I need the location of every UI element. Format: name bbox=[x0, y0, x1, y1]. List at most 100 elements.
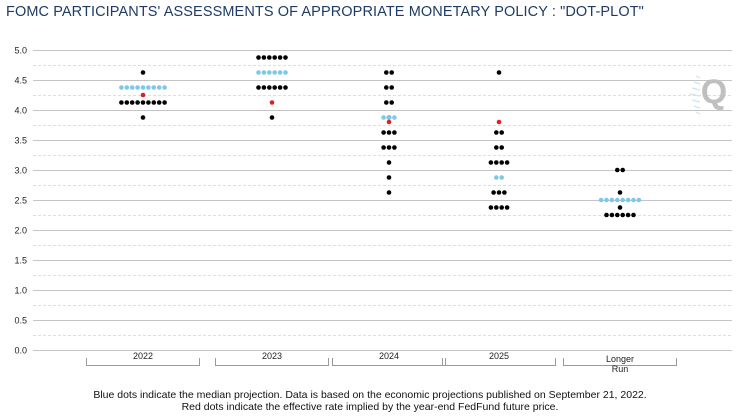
participant-dot bbox=[494, 205, 499, 210]
x-tick-label: 2023 bbox=[262, 351, 282, 361]
participant-dot bbox=[494, 160, 499, 165]
participant-dot bbox=[494, 130, 499, 135]
median-dot bbox=[156, 85, 162, 90]
participant-dot bbox=[392, 145, 397, 150]
participant-dot bbox=[283, 55, 288, 60]
participant-dot bbox=[381, 145, 386, 150]
x-category-bracket bbox=[563, 358, 677, 366]
median-dot bbox=[135, 85, 140, 90]
futures-rate-dot bbox=[386, 119, 392, 125]
y-tick-label: 4.0 bbox=[14, 106, 27, 116]
futures-rate-dot bbox=[269, 100, 275, 105]
participant-dot bbox=[384, 85, 389, 90]
participant-dot bbox=[156, 100, 162, 105]
participant-dot bbox=[151, 100, 157, 105]
logo-ray bbox=[693, 105, 701, 109]
futures-rate-dot bbox=[140, 92, 146, 98]
y-tick-label: 2.5 bbox=[14, 196, 27, 206]
participant-dot bbox=[615, 212, 620, 218]
median-dot bbox=[636, 197, 642, 203]
median-dot bbox=[499, 175, 505, 180]
futures-rate-dot bbox=[496, 119, 502, 125]
median-dot bbox=[140, 85, 146, 90]
median-dot bbox=[604, 197, 609, 203]
x-category-bracket bbox=[332, 358, 446, 366]
participant-dot bbox=[488, 205, 494, 210]
participant-dot bbox=[272, 85, 278, 90]
dots bbox=[119, 55, 642, 218]
median-dot bbox=[620, 197, 625, 203]
logo-ray bbox=[695, 111, 701, 115]
logo-letter: Q bbox=[701, 73, 727, 111]
participant-dot bbox=[140, 70, 146, 75]
participant-dot bbox=[119, 100, 124, 105]
y-tick-label: 2.0 bbox=[14, 226, 27, 236]
participant-dot bbox=[267, 85, 272, 90]
participant-dot bbox=[609, 212, 615, 218]
participant-dot bbox=[261, 55, 267, 60]
x-category-bracket bbox=[215, 358, 329, 366]
median-dot bbox=[146, 85, 151, 90]
participant-dot bbox=[389, 85, 395, 90]
median-dot bbox=[598, 197, 604, 203]
participant-dot bbox=[615, 167, 620, 173]
participant-dot bbox=[384, 70, 389, 75]
participant-dot bbox=[491, 190, 496, 195]
median-dot bbox=[615, 197, 620, 203]
participant-dot bbox=[124, 100, 130, 105]
participant-dot bbox=[261, 85, 267, 90]
participant-dot bbox=[392, 130, 397, 135]
participant-dot bbox=[620, 167, 625, 173]
participant-dot bbox=[620, 212, 625, 218]
participant-dot bbox=[386, 175, 392, 180]
y-tick-label: 3.0 bbox=[14, 166, 27, 176]
participant-dot bbox=[386, 145, 392, 150]
participant-dot bbox=[617, 190, 623, 195]
participant-dot bbox=[499, 130, 505, 135]
median-dot bbox=[625, 197, 631, 203]
y-tick-label: 1.5 bbox=[14, 256, 27, 266]
x-tick-label: 2022 bbox=[133, 351, 153, 361]
participant-dot bbox=[146, 100, 151, 105]
participant-dot bbox=[386, 160, 392, 165]
logo-ray bbox=[691, 99, 701, 103]
median-dot bbox=[162, 85, 167, 90]
x-tick-label: 2025 bbox=[489, 351, 509, 361]
participant-dot bbox=[604, 212, 609, 218]
x-tick-label: Longer Run bbox=[606, 354, 634, 374]
y-tick-label: 5.0 bbox=[14, 46, 27, 56]
y-tick-label: 0.5 bbox=[14, 316, 27, 326]
x-category-bracket bbox=[442, 358, 556, 366]
y-tick-label: 0.0 bbox=[14, 346, 27, 356]
median-dot bbox=[631, 197, 636, 203]
median-dot bbox=[272, 70, 278, 75]
participant-dot bbox=[625, 212, 631, 218]
y-tick-label: 3.5 bbox=[14, 136, 27, 146]
participant-dot bbox=[135, 100, 140, 105]
participant-dot bbox=[496, 70, 502, 75]
median-dot bbox=[386, 115, 392, 120]
participant-dot bbox=[162, 100, 167, 105]
median-dot bbox=[381, 115, 386, 120]
median-dot bbox=[267, 70, 272, 75]
logo-ray bbox=[689, 93, 701, 97]
footnote-futures: Red dots indicate the effective rate imp… bbox=[181, 401, 559, 413]
median-dot bbox=[129, 85, 135, 90]
participant-dot bbox=[272, 55, 278, 60]
participant-dot bbox=[269, 115, 275, 120]
median-dot bbox=[283, 70, 288, 75]
participant-dot bbox=[499, 145, 505, 150]
x-axis: 2022 2023 2024 2025 Longer Run bbox=[86, 351, 677, 374]
participant-dot bbox=[267, 55, 272, 60]
median-dot bbox=[256, 70, 261, 75]
participant-dot bbox=[499, 160, 505, 165]
median-dot bbox=[392, 115, 397, 120]
participant-dot bbox=[502, 190, 507, 195]
participant-dot bbox=[140, 100, 146, 105]
logo-ray bbox=[691, 87, 701, 91]
participant-dot bbox=[631, 212, 636, 218]
median-dot bbox=[609, 197, 615, 203]
participant-dot bbox=[140, 115, 146, 120]
participant-dot bbox=[256, 85, 261, 90]
